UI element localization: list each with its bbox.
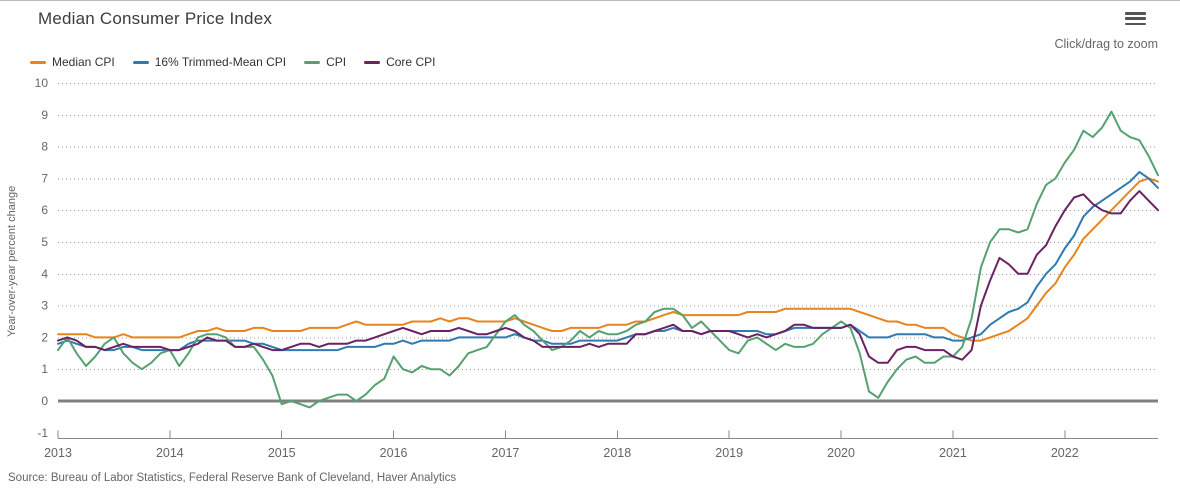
- series-line-cpi[interactable]: [57, 110, 1159, 409]
- x-tick-label: 2016: [380, 446, 408, 460]
- legend-label: Core CPI: [386, 55, 436, 69]
- y-tick-label: 4: [41, 267, 48, 281]
- legend-label: Median CPI: [52, 55, 115, 69]
- legend-swatch: [132, 60, 149, 64]
- legend-item-median-cpi[interactable]: Median CPI: [30, 55, 115, 69]
- legend-item-16-trimmed-mean-cpi[interactable]: 16% Trimmed-Mean CPI: [132, 55, 287, 69]
- hamburger-menu-icon[interactable]: [1125, 12, 1146, 25]
- x-tick-label: 2013: [44, 446, 72, 460]
- menu-bar: [1125, 12, 1146, 15]
- y-tick-label: 6: [41, 203, 48, 217]
- y-tick-label: 7: [41, 171, 48, 185]
- legend-swatch: [30, 60, 46, 64]
- y-tick-label: 10: [35, 76, 49, 90]
- x-tick-label: 2015: [268, 446, 296, 460]
- y-tick-label: 0: [41, 394, 48, 408]
- series-line-median-cpi[interactable]: [57, 177, 1159, 342]
- y-tick-label: 8: [41, 140, 48, 154]
- x-tick-label: 2017: [492, 446, 520, 460]
- legend-label: CPI: [326, 55, 347, 69]
- legend-swatch: [304, 60, 321, 64]
- x-tick-label: 2020: [827, 446, 855, 460]
- y-tick-label: -1: [37, 426, 48, 440]
- legend-label: 16% Trimmed-Mean CPI: [154, 55, 287, 69]
- x-tick-label: 2022: [1051, 446, 1079, 460]
- x-tick-label: 2019: [715, 446, 743, 460]
- legend-item-core-cpi[interactable]: Core CPI: [364, 55, 435, 69]
- legend-item-cpi[interactable]: CPI: [304, 55, 346, 69]
- legend-swatch: [364, 60, 381, 64]
- series-line-16-trimmed-mean-cpi[interactable]: [57, 171, 1159, 352]
- source-attribution: Source: Bureau of Labor Statistics, Fede…: [8, 472, 457, 484]
- y-tick-label: 5: [41, 235, 48, 249]
- series-line-core-cpi[interactable]: [57, 190, 1159, 364]
- y-tick-label: 3: [41, 299, 48, 313]
- y-tick-label: 1: [41, 362, 48, 376]
- menu-bar: [1125, 22, 1146, 25]
- chart-title: Median Consumer Price Index: [38, 9, 273, 28]
- y-tick-label: 2: [41, 330, 48, 344]
- x-tick-label: 2018: [603, 446, 631, 460]
- zoom-hint-text: Click/drag to zoom: [1054, 37, 1158, 51]
- x-tick-label: 2021: [939, 446, 967, 460]
- x-tick-label: 2014: [156, 446, 184, 460]
- menu-bar: [1125, 17, 1146, 20]
- y-tick-label: 9: [41, 108, 48, 122]
- chart-legend: Median CPI 16% Trimmed-Mean CPI CPI Core CP…: [30, 55, 435, 69]
